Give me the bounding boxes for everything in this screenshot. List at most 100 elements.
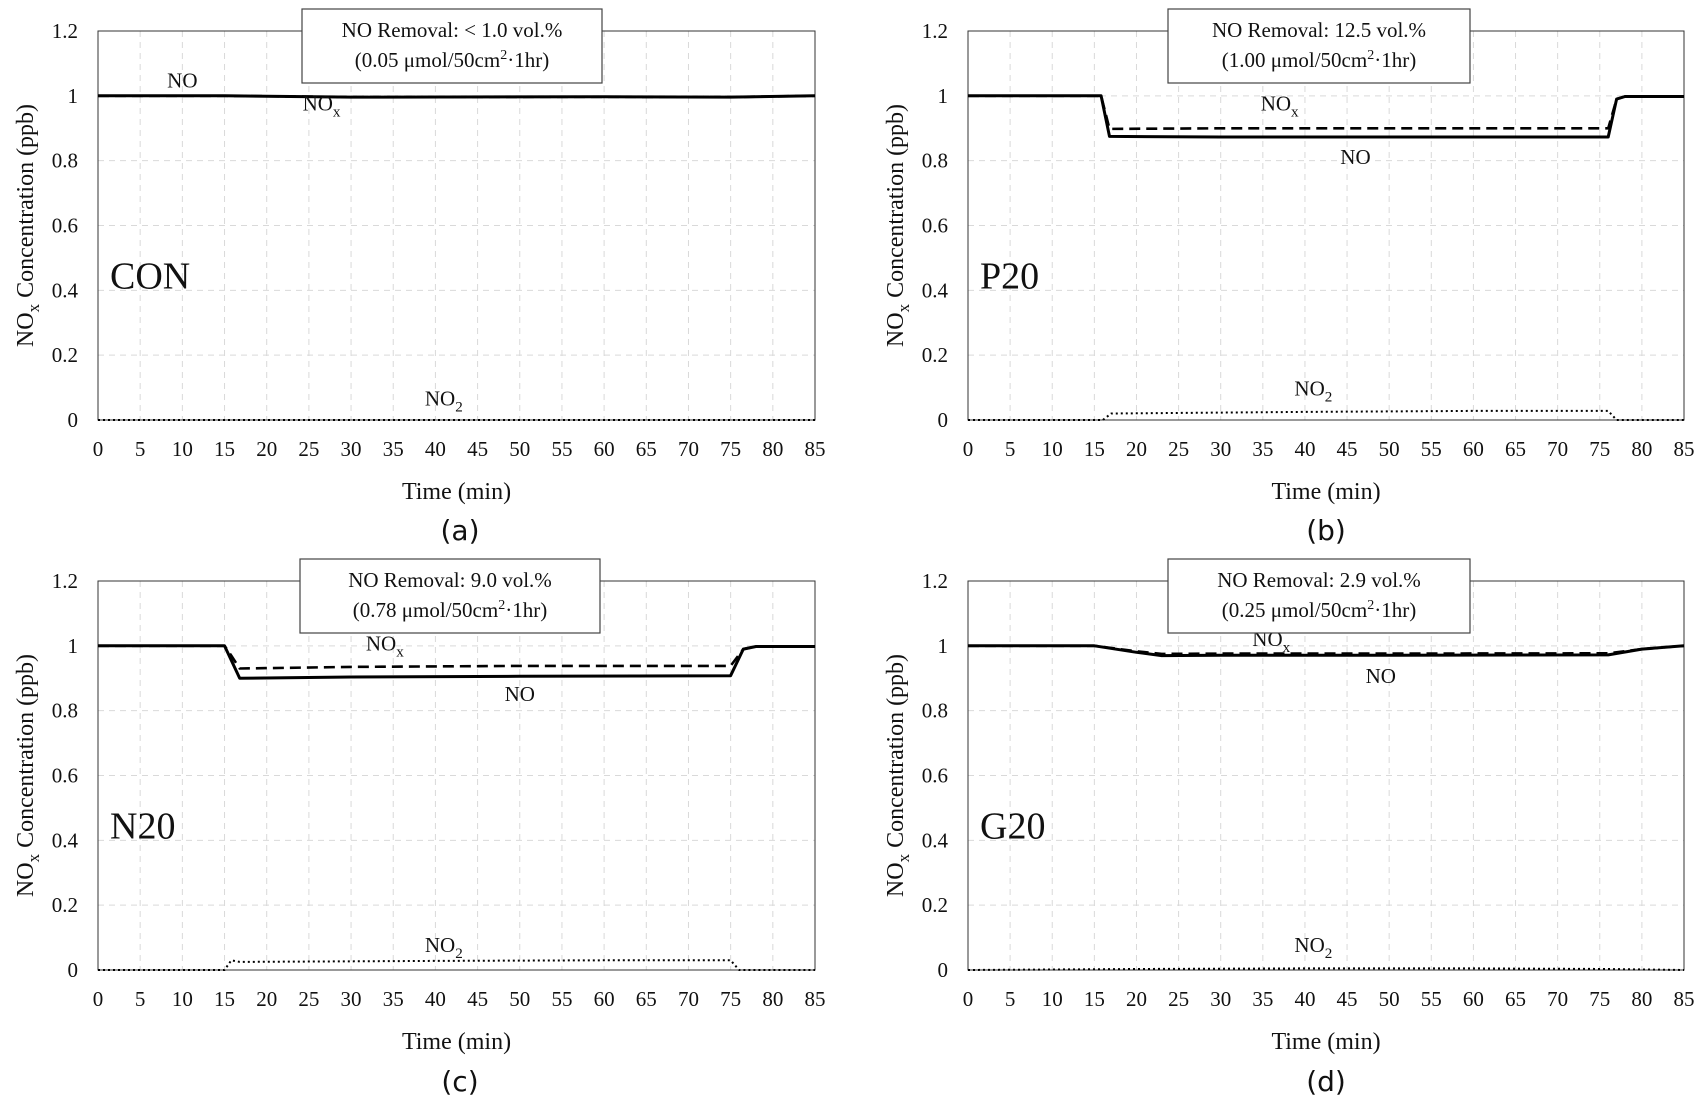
x-tick-label: 30 (341, 987, 362, 1011)
x-tick-label: 25 (1168, 987, 1189, 1011)
panel-label: (a) (440, 514, 479, 547)
panel-label: (d) (1306, 1065, 1346, 1097)
x-tick-label: 60 (1463, 987, 1484, 1011)
x-tick-label: 80 (1631, 987, 1652, 1011)
x-tick-label: 60 (1463, 437, 1484, 461)
sample-label: N20 (110, 806, 175, 848)
removal-annotation-line1: NO Removal: < 1.0 vol.% (342, 18, 563, 42)
removal-annotation-box (1167, 558, 1471, 634)
y-axis-title: NOx Concentration (ppb) (13, 654, 43, 897)
y-tick-label: 0.6 (52, 764, 78, 788)
x-tick-label: 10 (1042, 987, 1063, 1011)
x-tick-label: 20 (1126, 987, 1147, 1011)
removal-annotation-box (301, 8, 603, 84)
removal-annotation-line2: (0.25 μmol/50cm2·1hr) (1222, 598, 1416, 622)
chart-panel-b: 0 5 10 15 20 25 30 35 40 45 50 55 60 65 70 75 80 85 0 0.2 0.… (883, 8, 1695, 547)
x-tick-label: 80 (1631, 437, 1652, 461)
removal-annotation-line1: NO Removal: 2.9 vol.% (1217, 568, 1421, 592)
y-tick-label: 0.4 (52, 278, 79, 302)
y-tick-label: 0.4 (922, 278, 949, 302)
removal-annotation-line1: NO Removal: 12.5 vol.% (1212, 18, 1426, 42)
y-tick-label: 0.6 (922, 214, 948, 238)
y-axis-title: NOx Concentration (ppb) (13, 104, 43, 347)
y-tick-label: 0.4 (52, 828, 79, 852)
x-tick-label: 30 (1210, 987, 1231, 1011)
removal-annotation-line1: NO Removal: 9.0 vol.% (348, 568, 552, 592)
y-tick-label: 1.2 (52, 569, 78, 593)
y-tick-label: 1 (68, 84, 79, 108)
x-tick-label: 85 (805, 437, 826, 461)
x-tick-label: 50 (509, 987, 530, 1011)
x-axis-title: Time (min) (402, 479, 511, 505)
x-axis-title: Time (min) (1271, 479, 1380, 505)
series-line-nox (98, 94, 816, 99)
removal-annotation-line2: (0.05 μmol/50cm2·1hr) (355, 48, 549, 72)
sample-label: G20 (980, 806, 1045, 848)
x-axis-title: Time (min) (402, 1029, 511, 1055)
x-tick-label: 40 (425, 437, 446, 461)
y-tick-label: 0.8 (52, 699, 78, 723)
series-line-no2 (968, 409, 1684, 421)
x-tick-label: 15 (1084, 437, 1105, 461)
x-tick-label: 45 (467, 437, 488, 461)
x-tick-label: 65 (1505, 987, 1526, 1011)
series-label-no2: NO2 (425, 386, 463, 415)
series-label-no: NO (1366, 664, 1396, 688)
x-tick-label: 25 (298, 987, 319, 1011)
x-tick-label: 65 (1505, 437, 1526, 461)
x-axis-title: Time (min) (1271, 1029, 1380, 1055)
y-tick-label: 0.4 (922, 828, 949, 852)
x-tick-label: 70 (1547, 987, 1568, 1011)
x-tick-label: 20 (1126, 437, 1147, 461)
x-tick-label: 15 (1084, 987, 1105, 1011)
x-tick-label: 75 (720, 437, 741, 461)
x-tick-label: 10 (1042, 437, 1063, 461)
chart-panel-d: 0 5 10 15 20 25 30 35 40 45 50 55 60 65 70 75 80 85 0 0.2 0.… (883, 558, 1695, 1097)
x-tick-label: 0 (963, 987, 974, 1011)
x-tick-label: 20 (256, 987, 277, 1011)
x-tick-label: 35 (383, 437, 404, 461)
panel-label: (c) (441, 1065, 478, 1097)
y-tick-label: 0.2 (922, 343, 948, 367)
y-tick-label: 1.2 (52, 19, 78, 43)
x-tick-label: 40 (1294, 987, 1315, 1011)
x-tick-label: 60 (594, 987, 615, 1011)
x-tick-label: 10 (172, 437, 193, 461)
x-tick-label: 50 (1379, 987, 1400, 1011)
removal-annotation-line2: (1.00 μmol/50cm2·1hr) (1222, 48, 1416, 72)
y-tick-label: 0 (68, 958, 79, 982)
removal-annotation-box (1167, 8, 1471, 84)
x-tick-label: 25 (1168, 437, 1189, 461)
panel-label: (b) (1306, 514, 1346, 547)
x-tick-label: 40 (1294, 437, 1315, 461)
x-tick-label: 65 (636, 987, 657, 1011)
y-tick-label: 0.6 (922, 764, 948, 788)
x-tick-label: 45 (467, 987, 488, 1011)
removal-annotation-box (299, 558, 601, 634)
x-tick-label: 45 (1337, 987, 1358, 1011)
series-label-nox: NOx (366, 632, 404, 661)
y-tick-label: 0.6 (52, 214, 78, 238)
series-label-no: NO (167, 69, 197, 93)
x-tick-label: 5 (1005, 987, 1016, 1011)
series-line-nox (968, 94, 1684, 131)
x-tick-label: 75 (1589, 437, 1610, 461)
y-tick-label: 0.8 (922, 699, 948, 723)
x-tick-label: 45 (1337, 437, 1358, 461)
y-tick-label: 0 (68, 408, 79, 432)
x-tick-label: 75 (720, 987, 741, 1011)
series-label-no: NO (1340, 145, 1370, 169)
x-tick-label: 50 (509, 437, 530, 461)
x-tick-label: 55 (551, 987, 572, 1011)
x-tick-label: 65 (636, 437, 657, 461)
y-tick-label: 0.2 (52, 343, 78, 367)
x-tick-label: 30 (1210, 437, 1231, 461)
y-tick-label: 1.2 (922, 19, 948, 43)
x-tick-label: 15 (214, 437, 235, 461)
series-label-nox: NOx (1261, 91, 1299, 120)
x-tick-label: 80 (762, 987, 783, 1011)
sample-label: P20 (980, 256, 1039, 298)
x-tick-label: 35 (1252, 437, 1273, 461)
x-tick-label: 20 (256, 437, 277, 461)
